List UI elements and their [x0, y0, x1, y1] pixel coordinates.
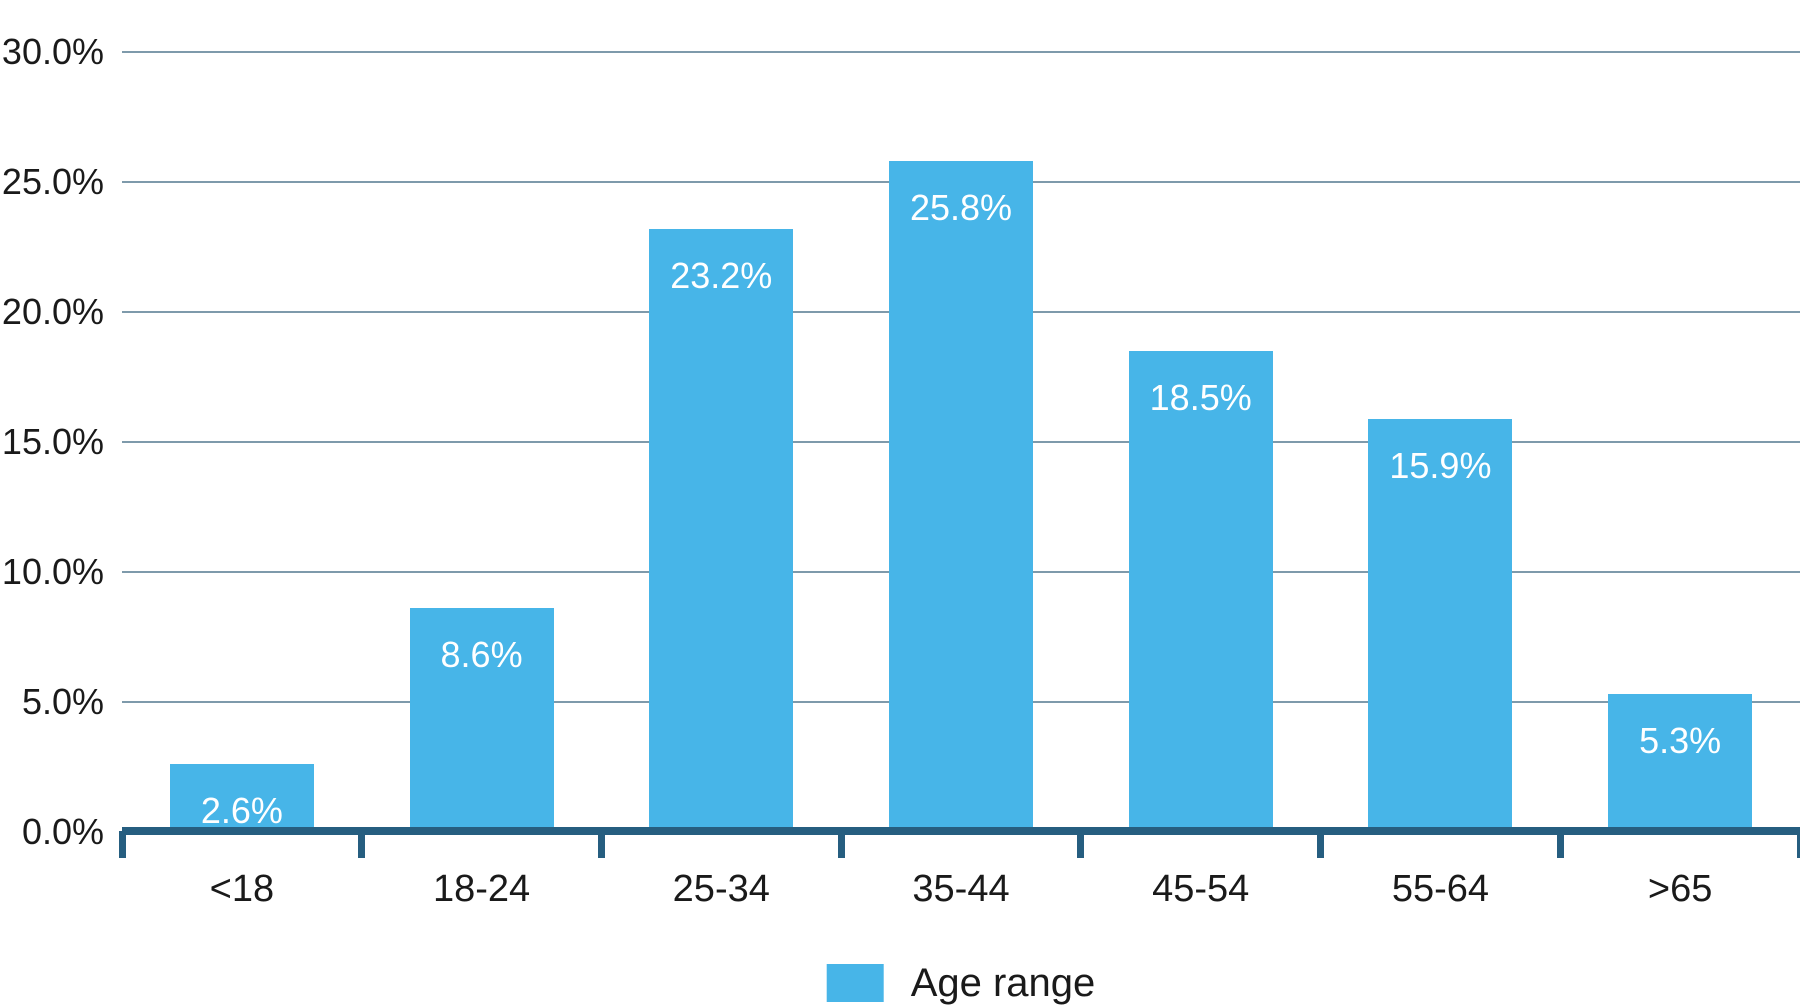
- gridline: [122, 51, 1800, 53]
- x-axis-category-label: >65: [1647, 868, 1713, 910]
- x-axis-tick: [1317, 831, 1325, 858]
- bar-value-label: 18.5%: [1149, 377, 1252, 418]
- x-axis-tick: [1077, 831, 1085, 858]
- y-axis-tick-label: 25.0%: [1, 161, 104, 202]
- bar-value-label: 15.9%: [1389, 444, 1492, 486]
- legend-swatch: [826, 964, 884, 1002]
- bar: 5.3%: [1608, 694, 1753, 832]
- bar-value-label: 5.3%: [1639, 720, 1722, 762]
- bar: 23.2%: [649, 228, 794, 832]
- y-axis-tick-label: 15.0%: [1, 421, 104, 462]
- plot-area: 2.6% 8.6% 23.2% 25.8% 18.5% 15.9% 5.3% <18 18-2…: [118, 0, 1800, 1007]
- bar-value-label: 25.8%: [909, 187, 1013, 229]
- y-axis-tick-label: 0.0%: [21, 811, 104, 852]
- bar: 18.5%: [1128, 351, 1273, 832]
- x-axis-category-label: 55-64: [1391, 868, 1490, 910]
- x-axis-tick: [118, 831, 126, 858]
- x-axis-tick: [597, 831, 605, 858]
- bar-value-label: 8.6%: [440, 634, 523, 676]
- y-axis-tick-label: 20.0%: [1, 291, 104, 332]
- bar: 15.9%: [1368, 418, 1513, 832]
- bar: 8.6%: [409, 608, 554, 832]
- x-axis-tick: [837, 831, 845, 858]
- x-axis-category-label: 18-24: [432, 868, 531, 910]
- x-axis-category-label: 35-44: [912, 868, 1010, 910]
- bar: 2.6%: [169, 764, 314, 832]
- y-axis-tick-label: 5.0%: [21, 681, 104, 722]
- x-axis-category-label: 45-54: [1152, 868, 1250, 910]
- legend: Age range: [826, 961, 1096, 1005]
- legend-label: Age range: [910, 961, 1096, 1005]
- x-axis-category-label: 25-34: [672, 868, 770, 910]
- y-axis-tick-label: 30.0%: [1, 31, 104, 72]
- bar-value-label: 2.6%: [200, 790, 283, 832]
- y-axis-tick-label: 10.0%: [1, 551, 104, 592]
- bar: 25.8%: [889, 161, 1033, 832]
- x-axis-tick: [1796, 831, 1800, 858]
- bar-value-label: 23.2%: [670, 254, 773, 296]
- x-axis-category-label: <18: [209, 868, 275, 910]
- x-axis-tick: [1556, 831, 1564, 858]
- x-axis-line: [122, 827, 1800, 835]
- x-axis-tick: [358, 831, 366, 858]
